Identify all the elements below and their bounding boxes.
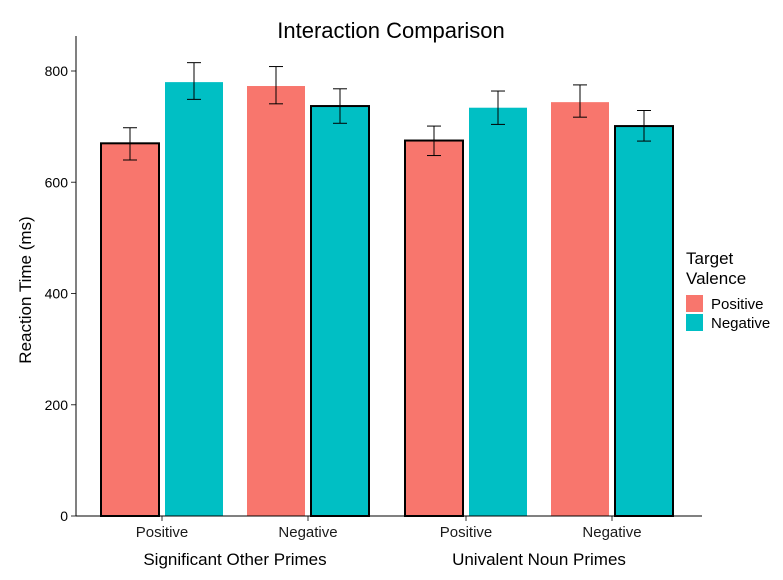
y-axis-title: Reaction Time (ms) [16, 216, 35, 363]
y-tick-label: 800 [45, 63, 69, 79]
bar-positive [100, 142, 160, 517]
bar-negative [469, 107, 527, 517]
legend: Target Valence Positive Negative [686, 249, 770, 332]
y-tick-label: 200 [45, 397, 69, 413]
x-category-label: Positive [440, 524, 493, 541]
bar-positive [404, 139, 464, 517]
x-group-label: Univalent Noun Primes [452, 550, 626, 569]
bar-negative [614, 125, 674, 517]
legend-label-positive: Positive [711, 296, 764, 313]
chart-title: Interaction Comparison [277, 18, 504, 43]
legend-title-line-2: Valence [686, 269, 746, 288]
y-tick-label: 0 [60, 508, 68, 524]
legend-title-line-1: Target [686, 249, 734, 268]
x-group-label: Significant Other Primes [143, 550, 326, 569]
legend-swatch-positive [686, 295, 703, 312]
bar-negative [165, 82, 223, 516]
y-tick-label: 400 [45, 286, 69, 302]
bar-negative [310, 105, 370, 517]
plot-area: 0 200 400 600 800 Positive Negative Significant… [45, 36, 702, 569]
legend-swatch-negative [686, 314, 703, 331]
x-category-label: Negative [582, 524, 641, 541]
x-category-label: Positive [136, 524, 189, 541]
bar-positive [247, 86, 305, 517]
x-category-label: Negative [278, 524, 337, 541]
y-tick-label: 600 [45, 174, 69, 190]
bar-positive [551, 102, 609, 517]
legend-label-negative: Negative [711, 315, 770, 332]
